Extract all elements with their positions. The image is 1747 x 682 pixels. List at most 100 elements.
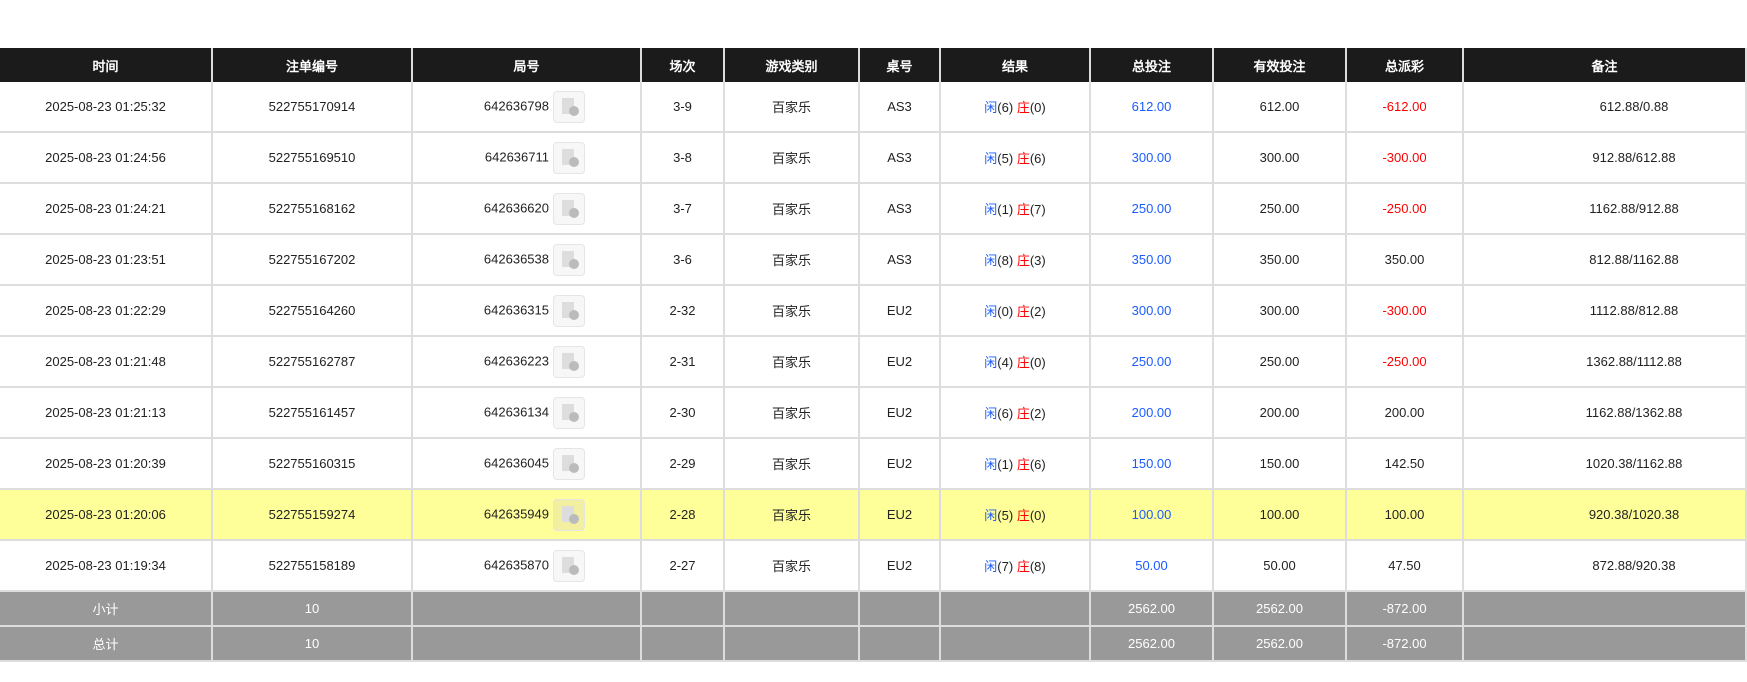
valid-bet-cell: 300.00 — [1213, 132, 1347, 184]
table-row[interactable]: 2025-08-23 01:25:32 522755170914 6426367… — [0, 82, 1747, 133]
summary-row: 小计 10 2562.00 2562.00 -872.00 — [0, 591, 1747, 627]
table-row[interactable]: 2025-08-23 01:20:39 522755160315 6426360… — [0, 438, 1747, 490]
table-row[interactable]: 2025-08-23 01:21:13 522755161457 6426361… — [0, 387, 1747, 439]
summary-bet: 2562.00 — [1090, 591, 1214, 627]
table-cell: AS3 — [859, 234, 941, 286]
banker-score: (2) — [1029, 304, 1046, 319]
game-type-cell: 百家乐 — [724, 183, 860, 235]
summary-valid: 2562.00 — [1213, 591, 1347, 627]
banker-label: 庄 — [1016, 457, 1030, 472]
result-cell: 闲(1) 庄(6) — [940, 438, 1091, 490]
video-replay-icon[interactable] — [553, 294, 585, 327]
table-row[interactable]: 2025-08-23 01:21:48 522755162787 6426362… — [0, 336, 1747, 388]
banker-score: (0) — [1029, 100, 1046, 115]
column-header: 局号 — [412, 48, 642, 82]
remark-cell: 872.88/920.38 — [1463, 540, 1747, 592]
video-replay-icon[interactable] — [553, 192, 585, 225]
video-replay-icon[interactable] — [553, 396, 585, 429]
game-type-cell: 百家乐 — [724, 82, 860, 133]
round-number: 642636538 — [483, 250, 549, 266]
payout-cell: -250.00 — [1346, 183, 1464, 235]
player-label: 闲 — [984, 406, 998, 421]
table-row[interactable]: 2025-08-23 01:24:21 522755168162 6426366… — [0, 183, 1747, 235]
player-score: (6) — [997, 406, 1014, 421]
table-cell: AS3 — [859, 132, 941, 184]
player-score: (5) — [997, 151, 1014, 166]
total-bet-cell: 250.00 — [1090, 336, 1214, 388]
shoe-cell: 2-28 — [641, 489, 725, 541]
table-row[interactable]: 2025-08-23 01:24:56 522755169510 6426367… — [0, 132, 1747, 184]
round-cell: 642636711 — [412, 132, 642, 184]
game-type-cell: 百家乐 — [724, 438, 860, 490]
game-type-cell: 百家乐 — [724, 540, 860, 592]
shoe-cell: 2-30 — [641, 387, 725, 439]
banker-score: (3) — [1029, 253, 1046, 268]
table-row[interactable]: 2025-08-23 01:20:06 522755159274 6426359… — [0, 489, 1747, 541]
total-bet-cell: 612.00 — [1090, 82, 1214, 133]
video-replay-icon[interactable] — [553, 549, 585, 582]
time-cell: 2025-08-23 01:21:48 — [0, 336, 213, 388]
banker-score: (7) — [1029, 202, 1046, 217]
table-row[interactable]: 2025-08-23 01:22:29 522755164260 6426363… — [0, 285, 1747, 337]
remark-cell: 920.38/1020.38 — [1463, 489, 1747, 541]
column-header: 时间 — [0, 48, 213, 82]
video-replay-icon[interactable] — [553, 243, 585, 276]
shoe-cell: 3-6 — [641, 234, 725, 286]
total-bet-cell: 50.00 — [1090, 540, 1214, 592]
result-cell: 闲(5) 庄(6) — [940, 132, 1091, 184]
summary-payout: -872.00 — [1346, 591, 1464, 627]
round-cell: 642636620 — [412, 183, 642, 235]
round-cell: 642636798 — [412, 82, 642, 133]
payout-cell: -612.00 — [1346, 82, 1464, 133]
payout-cell: 350.00 — [1346, 234, 1464, 286]
column-header: 有效投注 — [1213, 48, 1347, 82]
round-cell: 642636315 — [412, 285, 642, 337]
banker-label: 庄 — [1016, 151, 1030, 166]
video-replay-icon[interactable] — [553, 498, 585, 531]
shoe-cell: 2-31 — [641, 336, 725, 388]
player-label: 闲 — [984, 508, 998, 523]
remark-cell: 1112.88/812.88 — [1463, 285, 1747, 337]
video-replay-icon[interactable] — [553, 447, 585, 480]
video-replay-icon[interactable] — [553, 141, 585, 174]
result-cell: 闲(6) 庄(0) — [940, 82, 1091, 133]
video-replay-icon[interactable] — [553, 345, 585, 378]
banker-label: 庄 — [1016, 100, 1030, 115]
column-header: 总投注 — [1090, 48, 1214, 82]
banker-label: 庄 — [1016, 508, 1030, 523]
result-cell: 闲(7) 庄(8) — [940, 540, 1091, 592]
game-type-cell: 百家乐 — [724, 234, 860, 286]
payout-cell: 142.50 — [1346, 438, 1464, 490]
banker-score: (0) — [1029, 355, 1046, 370]
round-number: 642635949 — [483, 505, 549, 521]
banker-score: (2) — [1029, 406, 1046, 421]
game-type-cell: 百家乐 — [724, 387, 860, 439]
summary-count: 10 — [212, 626, 413, 662]
round-number: 642636711 — [484, 148, 549, 164]
table-cell: EU2 — [859, 438, 941, 490]
round-number: 642636223 — [483, 352, 549, 368]
bet-id-cell: 522755160315 — [212, 438, 413, 490]
bet-id-cell: 522755164260 — [212, 285, 413, 337]
valid-bet-cell: 100.00 — [1213, 489, 1347, 541]
result-cell: 闲(4) 庄(0) — [940, 336, 1091, 388]
summary-row: 总计 10 2562.00 2562.00 -872.00 — [0, 626, 1747, 662]
player-score: (6) — [997, 100, 1014, 115]
table-cell: AS3 — [859, 82, 941, 133]
summary-payout: -872.00 — [1346, 626, 1464, 662]
round-cell: 642636223 — [412, 336, 642, 388]
shoe-cell: 3-9 — [641, 82, 725, 133]
banker-label: 庄 — [1016, 355, 1030, 370]
time-cell: 2025-08-23 01:24:56 — [0, 132, 213, 184]
payout-cell: 100.00 — [1346, 489, 1464, 541]
video-replay-icon[interactable] — [553, 90, 585, 123]
result-cell: 闲(6) 庄(2) — [940, 387, 1091, 439]
total-bet-cell: 300.00 — [1090, 132, 1214, 184]
column-header: 备注 — [1463, 48, 1747, 82]
banker-label: 庄 — [1016, 253, 1030, 268]
remark-cell: 812.88/1162.88 — [1463, 234, 1747, 286]
table-row[interactable]: 2025-08-23 01:23:51 522755167202 6426365… — [0, 234, 1747, 286]
table-row[interactable]: 2025-08-23 01:19:34 522755158189 6426358… — [0, 540, 1747, 592]
player-score: (1) — [997, 457, 1014, 472]
remark-cell: 1162.88/912.88 — [1463, 183, 1747, 235]
